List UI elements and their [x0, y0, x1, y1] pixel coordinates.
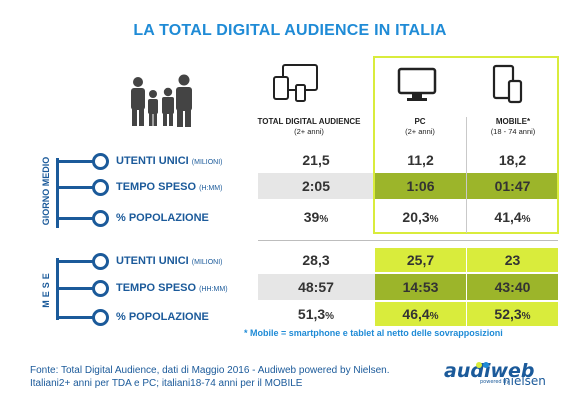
value-tda: 48:57: [298, 279, 334, 295]
logo-powered-by: powered by: [480, 379, 510, 385]
value-pc: 14:53: [402, 279, 439, 295]
pc-mobile-frame: [373, 56, 559, 234]
row-label: % POPOLAZIONE: [116, 311, 209, 323]
value-mobile: 41,4%: [494, 209, 531, 225]
value-tda: 2:05: [301, 178, 331, 194]
value-mobile: 01:47: [494, 178, 531, 194]
row-label: TEMPO SPESO (HH:MM): [116, 282, 228, 294]
value-tda: 28,3: [302, 252, 330, 268]
logo-dot-icon: [476, 362, 482, 368]
row-knob-icon: [92, 210, 109, 227]
cell-bg-olive: [467, 173, 558, 199]
value-mobile: 52,3%: [494, 306, 531, 322]
source-note: Fonte: Total Digital Audience, dati di M…: [30, 365, 390, 389]
row-connector: [56, 287, 96, 290]
footnote: * Mobile = smartphone e tablet al netto …: [244, 328, 503, 338]
cell-bg-olive: [467, 274, 558, 300]
column-divider: [466, 117, 467, 233]
row-knob-icon: [92, 179, 109, 196]
value-pc: 46,4%: [402, 306, 439, 322]
col-header-mobile: MOBILE* (18 - 74 anni): [490, 117, 536, 136]
row-connector: [56, 260, 96, 263]
value-pc: 1:06: [406, 178, 435, 194]
cell-bg-olive: [375, 274, 466, 300]
group-bracket-day: [56, 158, 59, 228]
row-connector: [56, 160, 96, 163]
row-connector: [56, 316, 96, 319]
value-mobile: 43:40: [494, 279, 531, 295]
row-knob-icon: [92, 309, 109, 326]
group-label-month: MESE: [41, 270, 51, 308]
cell-bg-lime: [375, 302, 466, 326]
section-divider: [258, 240, 558, 241]
cell-bg-olive: [375, 173, 466, 199]
col-header-tda: TOTAL DIGITAL AUDIENCE (2+ anni): [257, 117, 361, 136]
row-knob-icon: [92, 253, 109, 270]
value-tda: 39%: [303, 209, 329, 225]
cell-bg-lime: [375, 248, 466, 272]
row-knob-icon: [92, 280, 109, 297]
nielsen-logo: nielsen: [503, 374, 546, 388]
row-label: UTENTI UNICI (MILIONI): [116, 155, 223, 167]
group-label-day: GIORNO MEDIO: [41, 156, 51, 226]
value-pc: 11,2: [407, 152, 434, 168]
row-knob-icon: [92, 153, 109, 170]
audiweb-logo: audiweb: [444, 360, 535, 382]
value-tda: 51,3%: [297, 306, 335, 322]
column-divider: [466, 248, 467, 326]
tablet-smartphone-icon: [492, 64, 523, 104]
value-tda: 21,5: [302, 152, 330, 168]
cell-bg-lime: [467, 302, 558, 326]
row-label: UTENTI UNICI (MILIONI): [116, 255, 223, 267]
row-label: % POPOLAZIONE: [116, 212, 209, 224]
family-icon: [131, 74, 192, 127]
cell-bg-lime: [467, 248, 558, 272]
col-header-pc: PC (2+ anni): [405, 117, 435, 136]
logo-dot-icon: [483, 362, 489, 368]
value-pc: 25,7: [406, 252, 435, 268]
value-mobile: 18,2: [498, 152, 527, 168]
row-connector: [56, 186, 96, 189]
row-connector: [56, 217, 96, 220]
value-pc: 20,3%: [402, 209, 439, 225]
devices-icon: [273, 64, 318, 102]
row-label: TEMPO SPESO (H:MM): [116, 181, 223, 193]
value-mobile: 23: [504, 252, 521, 268]
page-title: LA TOTAL DIGITAL AUDIENCE IN ITALIA: [133, 22, 447, 39]
monitor-icon: [397, 67, 437, 101]
